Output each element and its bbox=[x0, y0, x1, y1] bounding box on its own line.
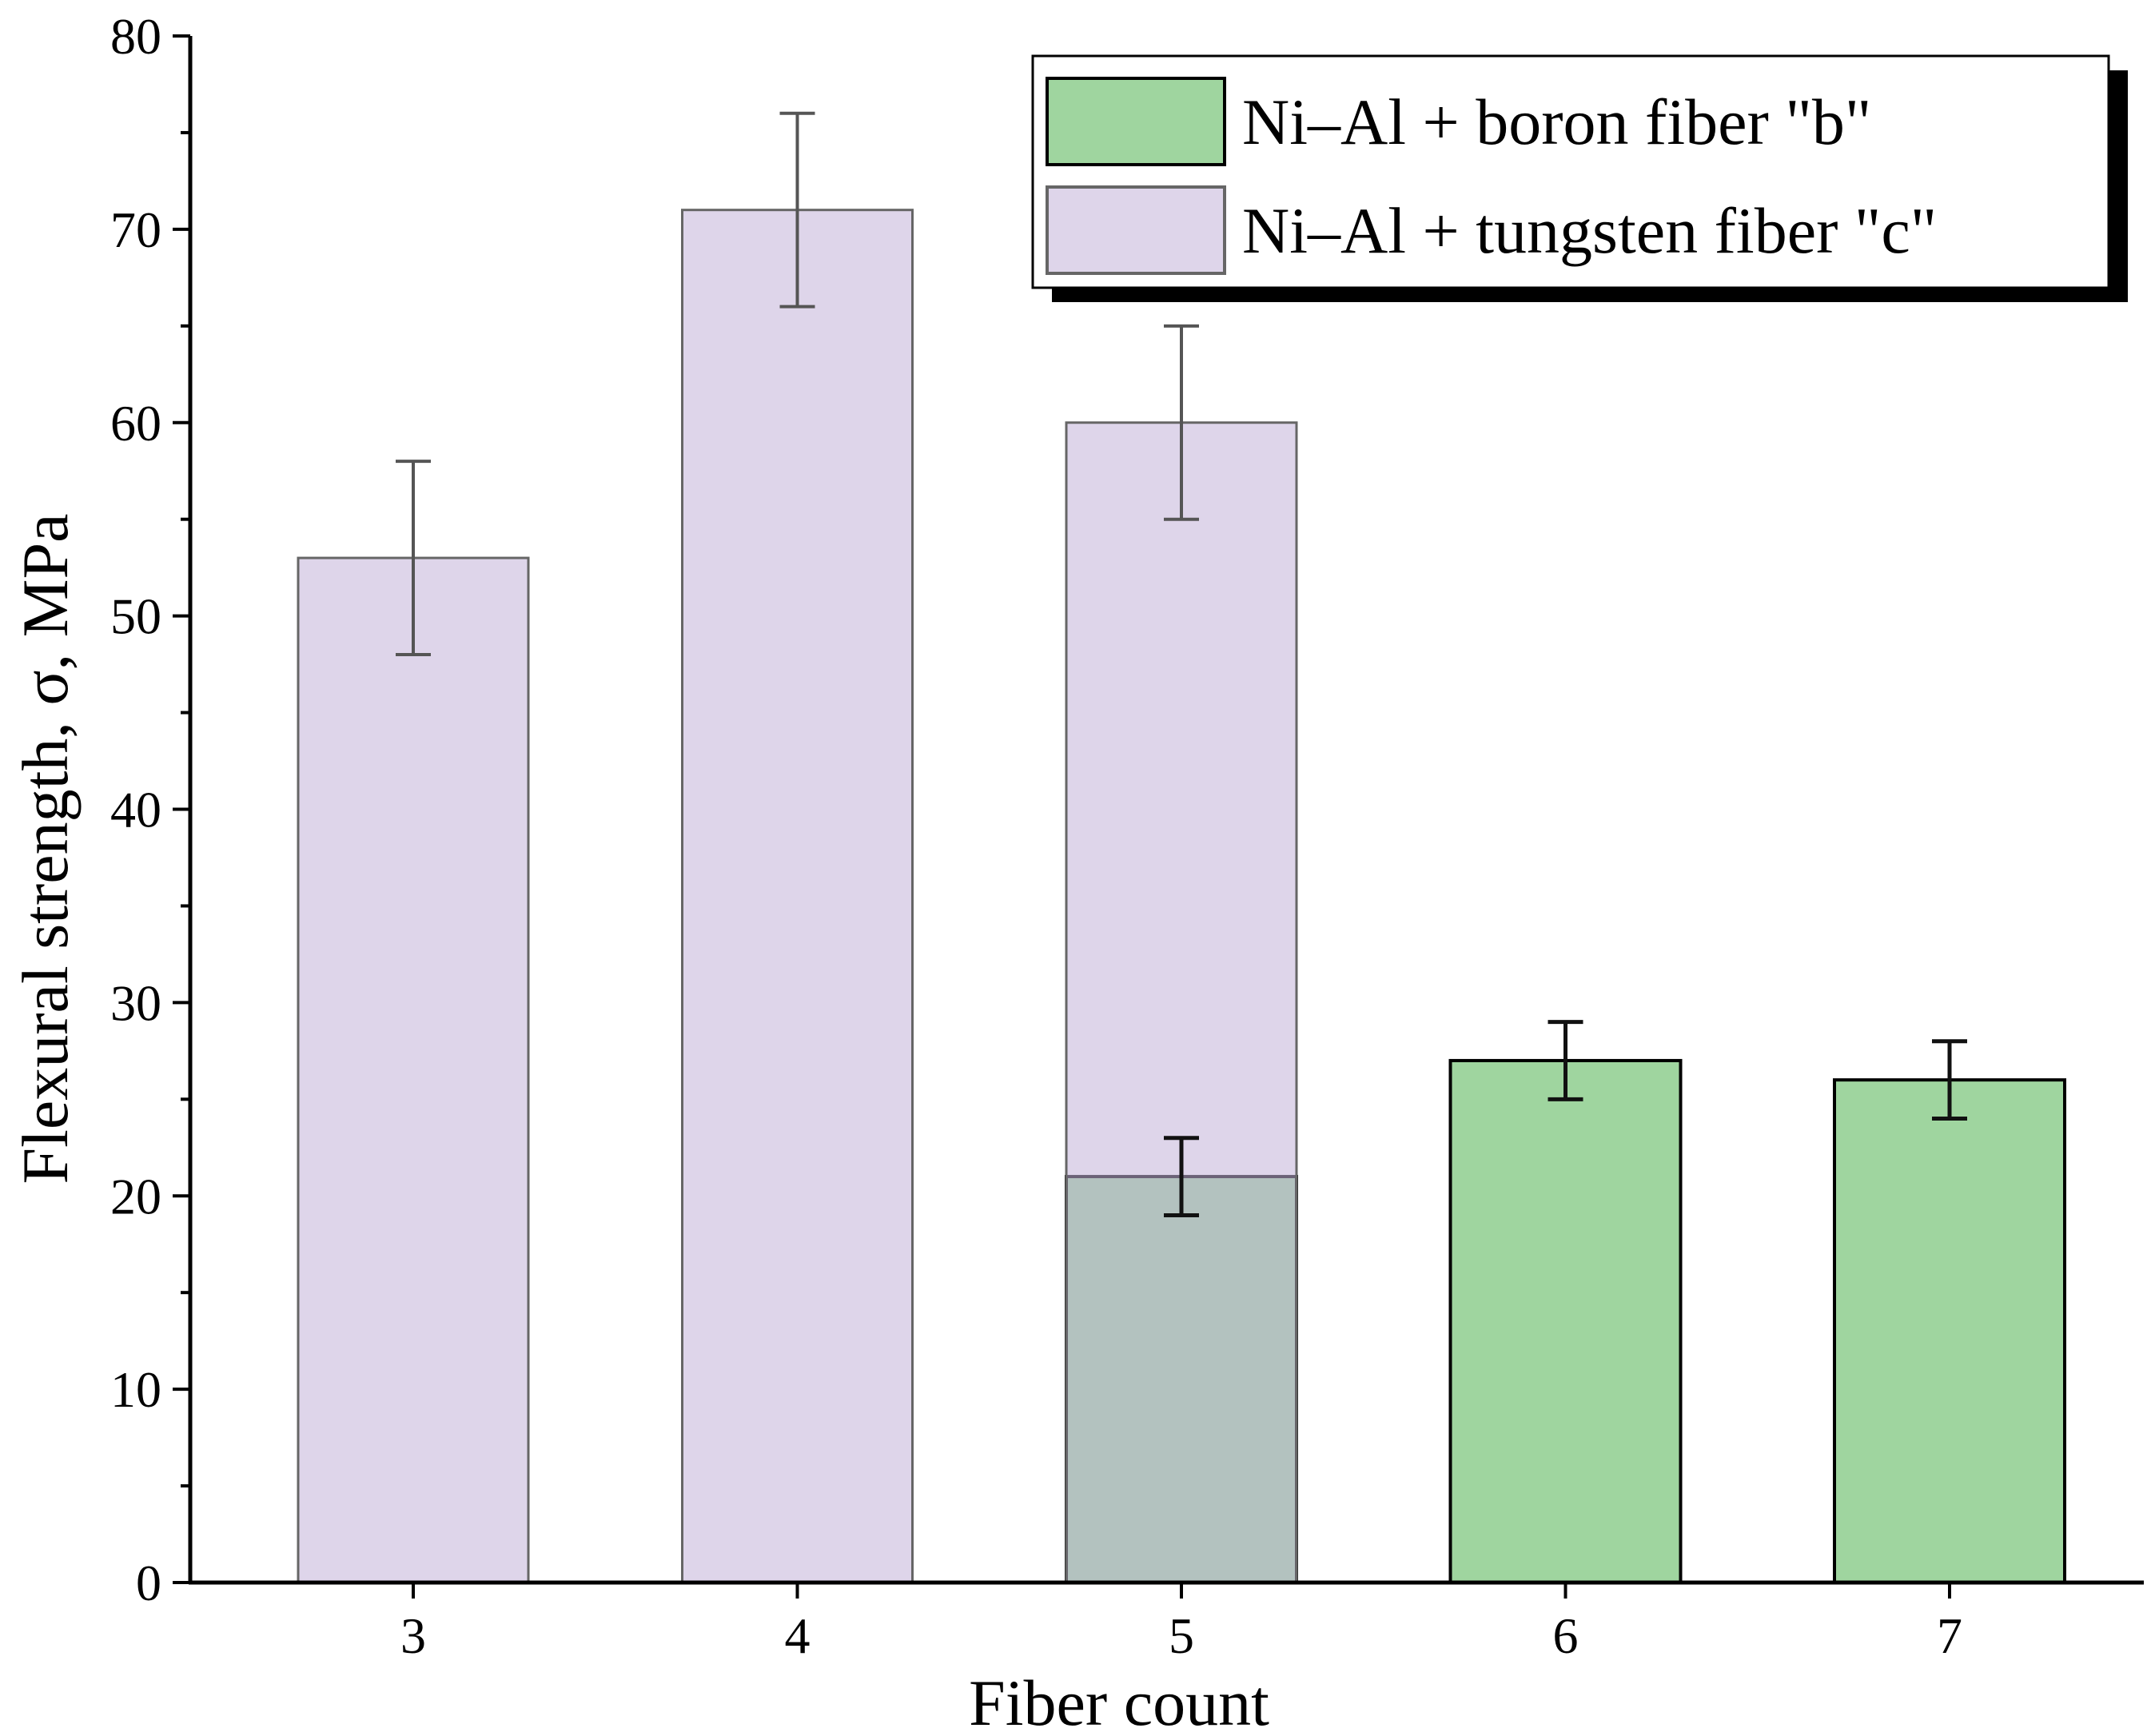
x-axis-title: Fiber count bbox=[969, 1666, 1269, 1736]
bar-s0-7 bbox=[1833, 1078, 2066, 1584]
y-tick-label: 30 bbox=[110, 974, 161, 1031]
legend-swatch-1 bbox=[1046, 185, 1226, 275]
error-bar-s0-7 bbox=[1932, 1039, 1967, 1121]
y-tick-label: 70 bbox=[110, 201, 161, 258]
legend-label-0: Ni–Al + boron fiber "b" bbox=[1242, 86, 1871, 158]
legend: Ni–Al + boron fiber "b" Ni–Al + tungsten … bbox=[1031, 54, 2128, 302]
x-tick-label: 5 bbox=[1169, 1607, 1194, 1664]
y-tick-label: 20 bbox=[110, 1168, 161, 1224]
error-bar-s1-5 bbox=[1164, 324, 1199, 521]
y-tick-label: 50 bbox=[110, 588, 161, 645]
x-tick-label: 6 bbox=[1553, 1607, 1579, 1664]
bar-s1-4 bbox=[681, 209, 914, 1584]
error-bar-s0-6 bbox=[1548, 1020, 1583, 1101]
error-bar-s1-3 bbox=[396, 460, 431, 656]
y-tick-label: 60 bbox=[110, 395, 161, 452]
x-tick-label: 4 bbox=[785, 1607, 811, 1664]
y-tick-label: 10 bbox=[110, 1361, 161, 1418]
bar-s0-6 bbox=[1448, 1058, 1683, 1584]
axes-layer: 0 10 20 30 40 50 60 70 80 3 4 5 6 7 bbox=[110, 8, 2144, 1664]
legend-label-1: Ni–Al + tungsten fiber "c" bbox=[1242, 194, 1937, 267]
bar-s1-5 bbox=[1065, 421, 1298, 1584]
x-tick-label: 3 bbox=[400, 1607, 426, 1664]
y-axis-title: Flexural strength, σ, MPa bbox=[9, 513, 82, 1184]
x-tick-label: 7 bbox=[1937, 1607, 1962, 1664]
y-tick-label: 80 bbox=[110, 8, 161, 65]
bar-s1-3 bbox=[297, 556, 530, 1584]
y-tick-label: 40 bbox=[110, 782, 161, 838]
error-bar-s1-4 bbox=[779, 111, 815, 309]
error-bar-s0-5 bbox=[1164, 1136, 1199, 1217]
legend-swatch-0 bbox=[1046, 77, 1226, 166]
y-tick-label: 0 bbox=[136, 1555, 161, 1611]
bars-layer bbox=[297, 111, 2066, 1584]
